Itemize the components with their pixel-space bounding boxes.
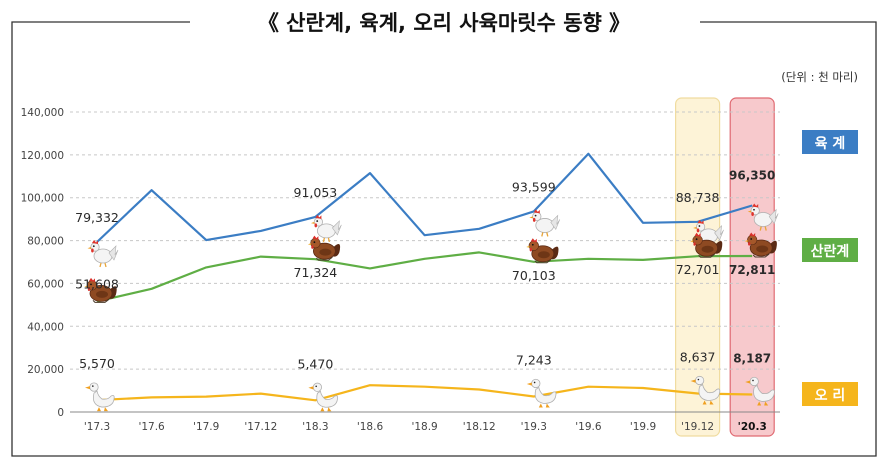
broiler-chicken-icon [529, 209, 561, 237]
layer-hen-icon [744, 232, 777, 258]
duck-icon [526, 378, 557, 408]
series-line-duck [96, 384, 753, 402]
legend-broiler: 육 계 [802, 130, 858, 154]
x-tick-label: '20.3 [738, 421, 767, 433]
duck-icon [85, 382, 115, 412]
legend-label-duck: 오 리 [815, 388, 846, 404]
y-tick-label: 100,000 [21, 193, 64, 205]
legend-label-layer: 산란계 [811, 243, 850, 260]
x-tick-label: '19.6 [575, 421, 602, 433]
data-label-broiler: 88,738 [676, 190, 720, 205]
x-tick-label: '18.6 [357, 421, 384, 433]
legend-swatch-duck [802, 382, 858, 406]
y-tick-label: 140,000 [21, 107, 64, 119]
bird-icons-layer [84, 203, 779, 412]
data-label-layer: 70,103 [512, 268, 556, 283]
data-label-broiler: 96,350 [729, 169, 775, 183]
data-label-layer: 51,608 [75, 276, 119, 291]
legend-duck: 오 리 [802, 382, 858, 406]
highlight-layer [674, 97, 775, 437]
y-tick-label: 120,000 [21, 150, 64, 162]
layer-hen-icon [526, 238, 559, 264]
broiler-chicken-icon [87, 240, 119, 268]
duck-icon [690, 375, 721, 405]
legend-label-broiler: 육 계 [815, 136, 846, 152]
data-label-duck: 5,470 [298, 356, 334, 371]
data-label-broiler: 93,599 [512, 179, 556, 194]
y-tick-label: 20,000 [27, 364, 64, 376]
data-label-layer: 72,701 [676, 262, 720, 277]
y-tick-label: 40,000 [27, 321, 64, 333]
duck-icon [308, 382, 338, 412]
data-label-broiler: 79,332 [75, 210, 119, 225]
highlight-column-12 [729, 97, 775, 437]
x-tick-label: '17.12 [244, 421, 277, 433]
layer-hen-icon [690, 232, 723, 258]
legend-swatch-layer [802, 238, 858, 262]
x-tick-label: '17.6 [138, 421, 165, 433]
x-tick-label: '18.9 [411, 421, 437, 433]
legend-layer: 산란계 [802, 238, 858, 262]
y-tick-label: 80,000 [27, 236, 64, 248]
data-label-duck: 7,243 [516, 352, 552, 367]
x-tick-label: '17.3 [84, 421, 110, 433]
frame-border [11, 21, 877, 457]
x-tick-label: '17.9 [193, 421, 219, 433]
data-label-layer: 71,324 [294, 265, 338, 280]
x-tick-label: '19.9 [630, 421, 656, 433]
x-tick-label: '19.12 [681, 421, 714, 433]
x-tick-label: '18.12 [463, 421, 496, 433]
duck-icon [745, 376, 775, 406]
y-tick-label: 0 [57, 407, 64, 419]
grid-layer [70, 111, 780, 370]
chart-title: 《 산란계, 육계, 오리 사육마릿수 동향 》 [258, 11, 630, 35]
highlight-column-11 [674, 97, 721, 437]
series-layer [96, 152, 753, 402]
layer-hen-icon [307, 235, 341, 261]
axes-layer: 0 20,000 40,000 60,000 80,000 100,000 120,000 1… [21, 107, 780, 433]
data-label-layer: 72,811 [729, 263, 775, 277]
x-tick-label: '19.3 [521, 421, 547, 433]
data-label-duck: 8,637 [680, 349, 716, 364]
y-tick-label: 60,000 [27, 278, 64, 290]
layer-hen-icon [84, 277, 117, 303]
series-line-layer [96, 251, 753, 303]
data-label-duck: 5,570 [79, 356, 115, 371]
series-line-broiler [96, 152, 753, 243]
data-labels-layer: 79,332 91,053 93,599 88,738 96,350 51,608 71,3… [75, 169, 775, 372]
data-label-broiler: 91,053 [294, 185, 338, 200]
unit-note: (단위 : 천 마리) [781, 70, 858, 84]
legend-swatch-broiler [802, 130, 858, 154]
x-tick-label: '18.3 [302, 421, 328, 433]
broiler-chicken-icon [747, 203, 779, 231]
data-label-duck: 8,187 [733, 351, 771, 365]
broiler-chicken-icon [310, 214, 342, 243]
